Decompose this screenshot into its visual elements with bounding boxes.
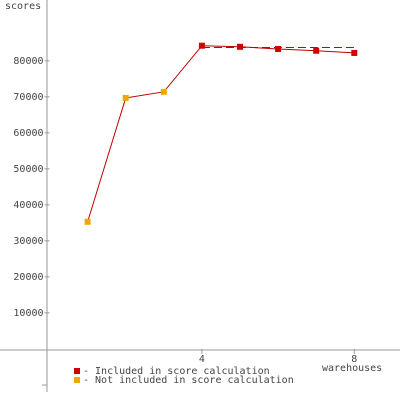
point	[198, 42, 205, 49]
y-tick-label: 10000	[13, 308, 43, 319]
point	[84, 218, 91, 225]
x-tick-label: 4	[199, 354, 205, 365]
point	[160, 88, 167, 95]
x-tick-label: 8	[351, 354, 357, 365]
y-tick-label: 30000	[13, 236, 43, 247]
legend-swatch	[74, 377, 80, 383]
y-tick-label: 20000	[13, 272, 43, 283]
legend-label: - Not included in score calculation	[83, 375, 294, 386]
point	[237, 43, 243, 50]
point	[351, 49, 358, 56]
x-axis-label: warehouses	[322, 363, 382, 374]
y-tick-label: 40000	[13, 200, 43, 211]
point	[122, 94, 129, 101]
y-axis-label: scores	[5, 1, 41, 12]
series-line	[87, 45, 355, 222]
point	[275, 45, 282, 52]
legend-label: - Included in score calculation	[83, 366, 270, 377]
y-tick-label: 50000	[13, 164, 43, 175]
point	[313, 47, 320, 54]
legend-swatch	[74, 368, 80, 374]
y-tick-label: 80000	[13, 56, 43, 67]
y-tick-label: 70000	[13, 92, 43, 103]
y-tick-label: 60000	[13, 128, 43, 139]
